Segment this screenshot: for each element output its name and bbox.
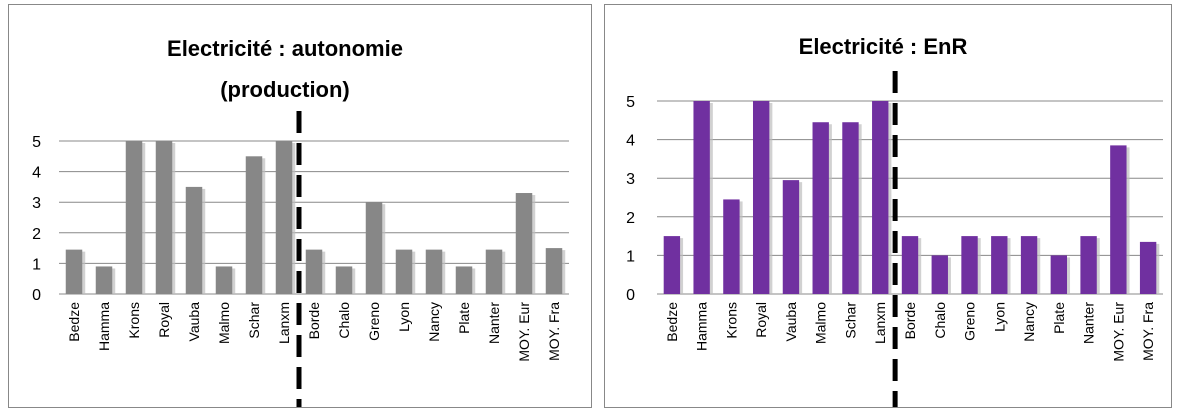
- bar: [1080, 236, 1097, 294]
- bar: [812, 122, 829, 294]
- x-tick-label: Hamma: [96, 302, 112, 351]
- x-tick-label: Krons: [126, 302, 142, 339]
- x-tick-label: Lyon: [396, 302, 412, 332]
- chart-title-line: Electricité : autonomie: [167, 36, 403, 61]
- x-tick-label: Chalo: [336, 302, 352, 339]
- bar: [545, 248, 563, 294]
- x-tick-label: Nanter: [1081, 302, 1097, 344]
- y-tick-label: 1: [626, 248, 635, 265]
- x-tick-label: Malmo: [813, 302, 829, 344]
- bar: [1020, 236, 1038, 294]
- y-tick-label: 3: [32, 195, 41, 212]
- chart-title-line: Electricité : EnR: [799, 34, 968, 59]
- x-tick-label: Lyon: [991, 302, 1007, 332]
- x-tick-label: Bedze: [664, 302, 680, 342]
- bar: [155, 141, 173, 294]
- x-tick-label: Vauba: [186, 302, 202, 342]
- bar: [872, 101, 889, 294]
- x-tick-label: MOY. Fra: [1140, 302, 1156, 361]
- bar: [485, 249, 503, 294]
- bar: [901, 236, 919, 294]
- x-tick-label: Borde: [306, 302, 322, 340]
- bar: [693, 101, 710, 294]
- bar: [515, 193, 533, 294]
- bar: [931, 255, 948, 294]
- bar: [1110, 145, 1127, 294]
- bar: [95, 266, 113, 294]
- bar: [275, 141, 293, 294]
- chart-title-line: (production): [220, 77, 350, 102]
- x-tick-label: Hamma: [694, 302, 710, 351]
- x-tick-label: Lanxm: [276, 302, 292, 344]
- bar: [961, 236, 978, 294]
- y-tick-label: 3: [626, 171, 635, 188]
- bar: [365, 202, 383, 294]
- x-tick-label: Nanter: [486, 302, 502, 344]
- bar: [1139, 241, 1157, 294]
- bar: [663, 236, 681, 294]
- chart-panel-enr: Electricité : EnR 0 1 2 3 4 5 Bedze Hamma Krons Ro…: [604, 4, 1172, 408]
- x-tick-label: MOY. Fra: [546, 302, 562, 361]
- bar: [842, 122, 859, 294]
- x-tick-label: Greno: [962, 302, 978, 341]
- bar: [65, 249, 83, 294]
- bar: [125, 141, 143, 294]
- y-tick-label: 0: [32, 287, 41, 304]
- y-tick-label: 2: [626, 210, 635, 227]
- chart-panel-autonomie: Electricité : autonomie (production) 0 1 2 3 4…: [8, 4, 592, 408]
- bar: [782, 180, 800, 294]
- y-tick-label: 2: [32, 226, 41, 243]
- x-tick-label: Greno: [366, 302, 382, 341]
- chart-autonomie: Electricité : autonomie (production) 0 1 2 3 4…: [32, 36, 569, 407]
- bar: [185, 186, 203, 294]
- x-tick-label: Schar: [842, 302, 858, 339]
- bar: [305, 249, 323, 294]
- bar: [991, 236, 1008, 294]
- x-tick-label: Borde: [902, 302, 918, 340]
- x-tick-label: Nancy: [1021, 302, 1037, 342]
- y-tick-label: 5: [32, 134, 41, 151]
- y-tick-label: 5: [626, 94, 635, 111]
- bar: [455, 266, 473, 294]
- x-tick-label: Vauba: [783, 302, 799, 342]
- x-tick-label: Lanxm: [872, 302, 888, 344]
- x-tick-label: MOY. Eur: [516, 302, 532, 362]
- y-tick-label: 4: [626, 133, 635, 150]
- x-tick-label: Schar: [246, 302, 262, 339]
- x-tick-label: Nancy: [426, 302, 442, 342]
- x-tick-label: Plate: [1051, 302, 1067, 334]
- x-tick-label: Bedze: [66, 302, 82, 342]
- y-tick-label: 1: [32, 256, 41, 273]
- bar: [395, 249, 413, 294]
- bar: [723, 199, 740, 294]
- bar: [752, 101, 770, 294]
- x-tick-label: Krons: [723, 302, 739, 339]
- y-tick-label: 0: [626, 287, 635, 304]
- bar: [425, 249, 443, 294]
- bar: [245, 156, 263, 294]
- x-tick-label: Chalo: [932, 302, 948, 339]
- bar: [215, 266, 233, 294]
- x-tick-label: Royal: [156, 302, 172, 338]
- bar: [335, 266, 353, 294]
- chart-enr: Electricité : EnR 0 1 2 3 4 5 Bedze Hamma Krons Ro…: [626, 34, 1163, 407]
- x-tick-label: Royal: [753, 302, 769, 338]
- x-tick-label: Plate: [456, 302, 472, 334]
- x-tick-label: Malmo: [216, 302, 232, 344]
- y-tick-label: 4: [32, 165, 41, 182]
- x-tick-label: MOY. Eur: [1110, 302, 1126, 362]
- bar: [1050, 255, 1068, 294]
